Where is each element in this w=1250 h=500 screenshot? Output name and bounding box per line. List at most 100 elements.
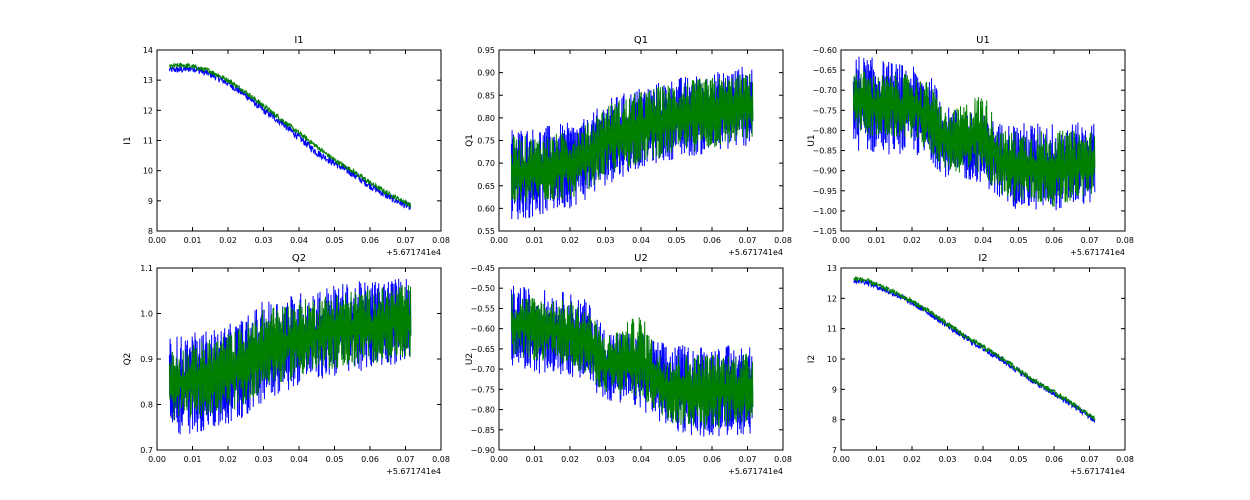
- y-tick-label: 11: [827, 325, 837, 334]
- y-tick-label: 0.9: [140, 355, 153, 364]
- y-tick-label: −0.70: [470, 365, 495, 374]
- x-tick-label: 0.07: [739, 455, 757, 464]
- x-tick-label: 0.03: [939, 236, 957, 245]
- y-tick-label: −0.80: [470, 406, 495, 415]
- x-offset-label: +5.671741e4: [728, 467, 783, 476]
- series-line-1: [168, 285, 412, 421]
- y-tick-label: −0.80: [812, 126, 837, 135]
- x-tick-label: 0.03: [939, 455, 957, 464]
- y-tick-label: −0.75: [470, 385, 495, 394]
- y-tick-label: 8: [832, 416, 837, 425]
- x-offset-label: +5.671741e4: [386, 248, 441, 257]
- x-tick-label: 0.04: [632, 236, 650, 245]
- x-tick-label: 0.07: [1081, 236, 1099, 245]
- y-tick-label: 1.0: [140, 310, 153, 319]
- y-tick-label: −0.95: [812, 187, 837, 196]
- y-tick-label: 9: [832, 385, 837, 394]
- x-tick-label: 0.04: [974, 236, 992, 245]
- x-tick-label: 0.08: [1116, 236, 1134, 245]
- y-axis-label: Q1: [465, 134, 475, 147]
- y-tick-label: 0.90: [477, 69, 495, 78]
- subplot-5: 0.00 0.01 0.02 0.03 0.04 0.05 0.06 0.07 0.08 7 8 9 1…: [807, 253, 1134, 476]
- y-tick-label: 7: [832, 446, 837, 455]
- x-tick-label: 0.01: [526, 236, 544, 245]
- x-tick-label: 0.00: [490, 455, 508, 464]
- x-tick-label: 0.05: [668, 455, 686, 464]
- y-tick-label: −0.55: [470, 304, 495, 313]
- series-line-0: [853, 276, 1096, 423]
- x-tick-label: 0.08: [774, 455, 792, 464]
- x-tick-label: 0.00: [832, 236, 850, 245]
- y-axis-label: U2: [465, 353, 475, 365]
- x-tick-label: 0.01: [184, 236, 202, 245]
- subplot-title: Q1: [634, 35, 648, 46]
- y-tick-label: 1.1: [140, 264, 153, 273]
- series-line-1: [168, 62, 412, 208]
- x-tick-label: 0.02: [561, 455, 579, 464]
- y-tick-label: 8: [148, 227, 153, 236]
- y-tick-label: 12: [827, 294, 837, 303]
- series-group: [168, 278, 412, 435]
- x-tick-label: 0.02: [219, 236, 237, 245]
- series-group: [510, 66, 754, 220]
- subplot-title: Q2: [292, 253, 306, 264]
- x-tick-label: 0.04: [974, 455, 992, 464]
- y-tick-label: −0.65: [812, 66, 837, 75]
- y-tick-label: 13: [143, 76, 153, 85]
- y-tick-label: −0.85: [470, 426, 495, 435]
- y-tick-label: −0.50: [470, 284, 495, 293]
- x-tick-label: 0.07: [1081, 455, 1099, 464]
- x-tick-label: 0.05: [326, 236, 344, 245]
- y-tick-label: 11: [143, 137, 153, 146]
- subplot-title: U1: [976, 35, 990, 46]
- y-tick-label: 12: [143, 106, 153, 115]
- x-tick-label: 0.06: [703, 455, 721, 464]
- x-tick-label: 0.05: [1010, 455, 1028, 464]
- subplot-2: 0.00 0.01 0.02 0.03 0.04 0.05 0.06 0.07 0.08 −1.0…: [807, 35, 1134, 257]
- x-tick-label: 0.01: [526, 455, 544, 464]
- y-tick-label: −0.45: [470, 264, 495, 273]
- x-tick-label: 0.06: [361, 455, 379, 464]
- y-tick-label: 0.8: [140, 401, 153, 410]
- x-tick-label: 0.02: [219, 455, 237, 464]
- x-tick-label: 0.07: [397, 455, 415, 464]
- y-tick-label: −0.65: [470, 345, 495, 354]
- subplot-0: 0.00 0.01 0.02 0.03 0.04 0.05 0.06 0.07 0.08 8 9 10…: [123, 35, 450, 257]
- x-tick-label: 0.02: [903, 236, 921, 245]
- x-offset-label: +5.671741e4: [728, 248, 783, 257]
- y-tick-label: −1.05: [812, 227, 837, 236]
- y-tick-label: 0.80: [477, 114, 495, 123]
- y-tick-label: 14: [143, 46, 153, 55]
- y-tick-label: 0.60: [477, 204, 495, 213]
- y-tick-label: −0.75: [812, 106, 837, 115]
- y-tick-label: −0.60: [470, 325, 495, 334]
- y-axis-label: I1: [123, 136, 133, 144]
- y-tick-label: −0.70: [812, 86, 837, 95]
- x-tick-label: 0.05: [1010, 236, 1028, 245]
- subplot-3: 0.00 0.01 0.02 0.03 0.04 0.05 0.06 0.07 0.08 0.7 0…: [123, 253, 450, 476]
- x-tick-label: 0.08: [432, 236, 450, 245]
- x-tick-label: 0.00: [832, 455, 850, 464]
- x-tick-label: 0.01: [184, 455, 202, 464]
- x-tick-label: 0.05: [668, 236, 686, 245]
- series-group: [168, 62, 412, 210]
- subplot-4: 0.00 0.01 0.02 0.03 0.04 0.05 0.06 0.07 0.08 −0.9…: [465, 253, 792, 476]
- x-tick-label: 0.08: [774, 236, 792, 245]
- x-tick-label: 0.04: [632, 455, 650, 464]
- x-tick-label: 0.06: [361, 236, 379, 245]
- y-tick-label: 0.85: [477, 91, 495, 100]
- x-tick-label: 0.01: [868, 236, 886, 245]
- x-tick-label: 0.08: [1116, 455, 1134, 464]
- y-axis-label: Q2: [123, 353, 133, 366]
- y-tick-label: −0.60: [812, 46, 837, 55]
- x-tick-label: 0.03: [255, 455, 273, 464]
- y-tick-label: 0.70: [477, 159, 495, 168]
- x-tick-label: 0.04: [290, 455, 308, 464]
- y-tick-label: 10: [827, 355, 837, 364]
- y-tick-label: 0.7: [140, 446, 153, 455]
- y-tick-label: 10: [143, 167, 153, 176]
- x-offset-label: +5.671741e4: [1070, 248, 1125, 257]
- axes-frame: [840, 267, 1126, 451]
- y-tick-label: 0.95: [477, 46, 495, 55]
